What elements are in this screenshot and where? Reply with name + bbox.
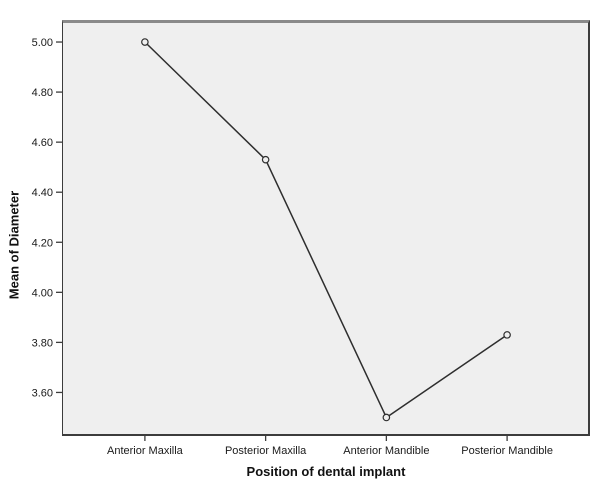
y-tick-label: 4.40 (32, 187, 53, 199)
plot-area (62, 20, 590, 436)
y-tick-label: 3.60 (32, 387, 53, 399)
data-point-marker (141, 38, 149, 46)
y-tick-label: 4.00 (32, 287, 53, 299)
y-tick-label: 4.60 (32, 137, 53, 149)
y-tick-label: 5.00 (32, 37, 53, 49)
x-tick-label: Anterior Maxilla (107, 445, 184, 457)
data-point-marker (382, 413, 391, 422)
data-point-marker (503, 331, 511, 339)
y-tick-label: 4.20 (32, 237, 53, 249)
data-point-marker (261, 155, 270, 164)
x-axis-title: Position of dental implant (246, 464, 406, 479)
x-tick-label: Posterior Mandible (461, 445, 553, 457)
data-series-line (144, 41, 508, 419)
y-axis-title: Mean of Diameter (6, 190, 22, 300)
y-tick-label: 3.80 (32, 337, 53, 349)
x-tick-label: Anterior Mandible (343, 445, 429, 457)
y-tick-label: 4.80 (32, 87, 53, 99)
x-tick-label: Posterior Maxilla (225, 445, 307, 457)
